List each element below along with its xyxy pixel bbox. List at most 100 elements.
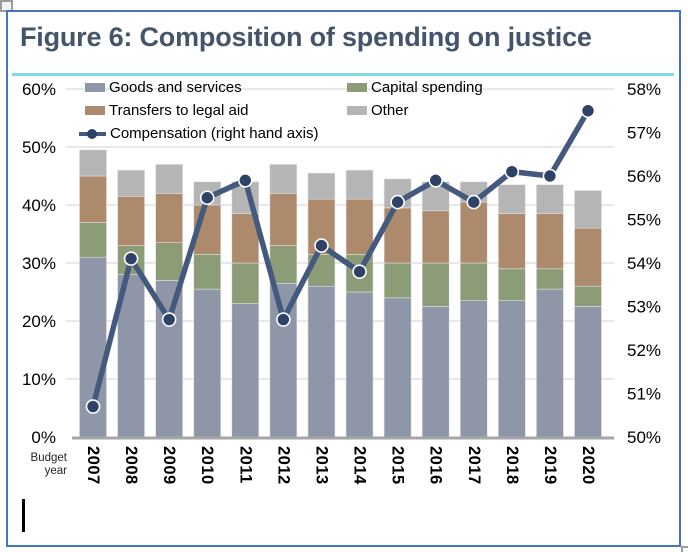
bar-segment-goods-and-services <box>574 306 602 438</box>
compensation-marker <box>504 164 520 179</box>
right-axis-tick: 57% <box>627 124 661 143</box>
bar-segment-capital-spending <box>498 268 526 301</box>
legend-item-capital-spending: Capital spending <box>347 79 483 96</box>
bar-segment-goods-and-services <box>383 297 412 438</box>
x-axis-year-label: 2015 <box>389 446 407 485</box>
bar-segment-other <box>307 172 336 200</box>
compensation-marker <box>85 399 101 414</box>
selection-handle-bottom-right-icon <box>681 546 683 552</box>
transfers-to-legal-aid-swatch-icon <box>85 106 105 115</box>
x-axis-year-label: 2017 <box>465 446 483 485</box>
legend-item-transfers-to-legal-aid: Transfers to legal aid <box>85 102 249 119</box>
right-axis-tick: 52% <box>627 341 661 360</box>
right-axis-tick: 51% <box>627 385 661 404</box>
other-swatch-icon <box>347 106 367 115</box>
x-axis-year-label: 2012 <box>274 446 292 485</box>
bar-segment-transfers-to-legal-aid <box>536 213 564 270</box>
bar-segment-other <box>498 184 526 214</box>
compensation-marker <box>161 312 177 327</box>
compensation-marker <box>580 103 596 119</box>
left-axis-tick: 20% <box>22 312 56 331</box>
bar-segment-transfers-to-legal-aid <box>117 196 145 246</box>
compensation-marker <box>352 264 367 280</box>
bar-segment-capital-spending <box>383 262 412 299</box>
bar-segment-capital-spending <box>155 242 183 281</box>
compensation-marker <box>238 173 253 188</box>
right-axis-tick: 54% <box>627 254 661 273</box>
bar-segment-capital-spending <box>79 222 107 258</box>
bar-segment-capital-spending <box>574 285 602 307</box>
legend-label: Goods and services <box>109 79 242 96</box>
left-axis-tick: 40% <box>22 196 56 215</box>
bar-segment-goods-and-services <box>307 285 336 438</box>
bar-segment-goods-and-services <box>345 291 374 438</box>
capital-spending-swatch-icon <box>347 83 367 92</box>
bar-segment-capital-spending <box>421 262 450 307</box>
compensation-marker <box>276 312 291 327</box>
legend-label: Other <box>371 102 409 119</box>
bar-segment-transfers-to-legal-aid <box>421 210 450 264</box>
bar-segment-capital-spending <box>231 262 260 304</box>
figure-title: Figure 6: Composition of spending on jus… <box>20 22 592 52</box>
bar-segment-transfers-to-legal-aid <box>79 175 107 223</box>
bar-segment-goods-and-services <box>536 288 564 438</box>
bar-segment-goods-and-services <box>269 282 298 438</box>
bar-segment-other <box>79 149 107 177</box>
bar-segment-capital-spending <box>459 262 488 302</box>
bar-segment-other <box>574 190 602 229</box>
x-axis-year-label: 2020 <box>579 446 597 485</box>
x-axis-year-label: 2007 <box>84 446 102 485</box>
goods-and-services-swatch-icon <box>85 83 105 92</box>
right-axis-tick: 53% <box>627 298 661 317</box>
x-axis-title: Budget year <box>30 452 67 477</box>
left-axis-tick: 30% <box>22 254 56 273</box>
legend-label: Compensation (right hand axis) <box>110 125 319 142</box>
bar-segment-capital-spending <box>193 254 222 290</box>
legend-item-goods-and-services: Goods and services <box>85 79 242 96</box>
left-axis-tick: 60% <box>22 80 56 99</box>
compensation-marker <box>314 238 329 253</box>
bar-segment-transfers-to-legal-aid <box>459 201 488 264</box>
x-axis-year-label: 2010 <box>198 446 216 485</box>
compensation-marker <box>390 194 405 210</box>
selection-handle-bottom-right-icon <box>681 546 688 548</box>
bar-segment-transfers-to-legal-aid <box>498 213 526 270</box>
compensation-marker <box>542 168 558 184</box>
x-axis-year-label: 2009 <box>160 446 178 485</box>
bar-segment-other <box>269 164 298 194</box>
compensation-line <box>90 108 591 410</box>
x-axis-year-label: 2019 <box>541 446 559 485</box>
compensation-marker <box>199 190 215 206</box>
title-divider-rule <box>12 73 674 76</box>
bar-segment-other <box>536 184 564 214</box>
bar-segment-other <box>117 169 145 197</box>
x-axis-year-label: 2016 <box>427 446 445 485</box>
compensation-marker <box>428 173 443 188</box>
x-axis-year-label: 2013 <box>312 446 330 485</box>
bar-segment-goods-and-services <box>193 288 222 438</box>
bar-segment-transfers-to-legal-aid <box>574 227 602 287</box>
bar-segment-transfers-to-legal-aid <box>345 198 374 255</box>
left-axis-tick: 10% <box>22 370 56 389</box>
left-axis-tick: 50% <box>22 138 56 157</box>
x-axis-year-label: 2018 <box>503 446 521 485</box>
bar-segment-transfers-to-legal-aid <box>155 193 183 243</box>
right-axis-tick: 50% <box>627 428 661 447</box>
right-axis-tick: 55% <box>627 211 661 230</box>
right-axis-tick: 58% <box>627 80 661 99</box>
compensation-marker <box>466 194 482 210</box>
legend-item-other: Other <box>347 102 409 119</box>
x-axis-year-label: 2008 <box>122 446 140 485</box>
x-axis-year-label: 2014 <box>351 446 369 485</box>
bar-segment-other <box>155 164 183 194</box>
x-axis-year-label: 2011 <box>236 446 254 484</box>
right-axis-tick: 56% <box>627 167 661 186</box>
left-axis-tick: 0% <box>31 428 56 447</box>
bar-segment-transfers-to-legal-aid <box>269 193 298 246</box>
bar-segment-other <box>345 169 374 200</box>
bar-segment-goods-and-services <box>498 300 526 438</box>
legend-item-compensation: Compensation (right hand axis) <box>79 125 318 142</box>
bar-segment-goods-and-services <box>459 300 488 438</box>
